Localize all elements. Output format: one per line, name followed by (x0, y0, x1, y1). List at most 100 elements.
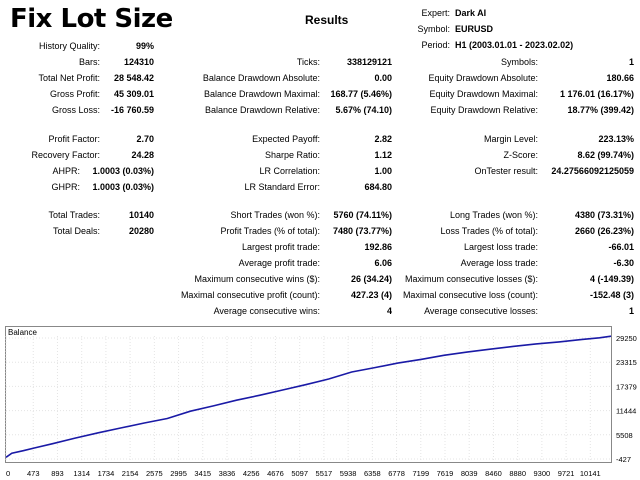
stat-value: 4380 (73.31%) (574, 210, 634, 220)
stat-value: 8.62 (99.74%) (577, 150, 634, 160)
results-heading: Results (305, 13, 349, 27)
stat-label: Profit Factor: (48, 134, 100, 144)
stat-value: 5760 (74.11%) (333, 210, 392, 220)
stat-label: OnTester result: (474, 166, 538, 176)
stat-label: Profit Trades (% of total): (220, 226, 320, 236)
stat-label: Recovery Factor: (31, 150, 100, 160)
x-tick-label: 6778 (388, 469, 405, 478)
stat-value: 28 548.42 (113, 73, 154, 83)
x-tick-label: 4256 (243, 469, 260, 478)
x-tick-label: 8880 (509, 469, 526, 478)
stat-value: 24.28 (131, 150, 154, 160)
stat-value: 5.67% (74.10) (335, 105, 392, 115)
stat-value: 4 (-149.39) (589, 274, 634, 284)
stat-label: AHPR: (52, 166, 80, 176)
stat-label: Maximal consecutive loss (count): (402, 290, 538, 300)
x-tick-label: 6358 (364, 469, 381, 478)
stat-label: GHPR: (51, 182, 80, 192)
stat-label: LR Standard Error: (244, 182, 320, 192)
stat-value: 0.00 (374, 73, 392, 83)
period-value: H1 (2003.01.01 - 2023.02.02) (455, 40, 574, 50)
x-tick-label: 1314 (73, 469, 90, 478)
stat-label: Average profit trade: (238, 258, 320, 268)
stat-label: Bars: (78, 57, 100, 67)
stat-label: Balance Drawdown Relative: (204, 105, 320, 115)
x-tick-label: 473 (27, 469, 40, 478)
stat-value: -16 760.59 (110, 105, 154, 115)
stat-value: 1.0003 (0.03%) (92, 182, 154, 192)
stat-label: Average consecutive wins: (213, 306, 320, 316)
stat-value: 24.27566092125059 (551, 166, 634, 176)
stat-label: Expected Payoff: (252, 134, 320, 144)
x-tick-label: 4676 (267, 469, 284, 478)
stat-label: Ticks: (296, 57, 320, 67)
stat-value: 684.80 (364, 182, 392, 192)
x-tick-label: 5097 (291, 469, 308, 478)
y-tick-label: 5508 (616, 431, 633, 440)
stat-value: -66.01 (608, 242, 634, 252)
stat-label: LR Correlation: (259, 166, 320, 176)
stat-label: Total Deals: (52, 226, 100, 236)
symbol-label: Symbol: (417, 24, 450, 34)
stat-value: 1 (628, 57, 634, 67)
stat-value: 45 309.01 (113, 89, 154, 99)
x-tick-label: 5517 (316, 469, 333, 478)
stat-value: 99% (135, 41, 154, 51)
expert-label: Expert: (421, 8, 450, 18)
stat-value: 168.77 (5.46%) (330, 89, 392, 99)
report-title: Fix Lot Size (10, 4, 173, 34)
x-tick-label: 3415 (194, 469, 211, 478)
x-tick-label: 7619 (437, 469, 454, 478)
stat-value: 1.12 (374, 150, 392, 160)
stat-label: Balance Drawdown Absolute: (202, 73, 320, 83)
stat-label: Z-Score: (503, 150, 538, 160)
stat-value: 124310 (123, 57, 154, 67)
expert-value: Dark AI (455, 8, 487, 18)
stat-value: 427.23 (4) (350, 290, 392, 300)
stat-label: Average consecutive losses: (424, 306, 538, 316)
stat-value: 1.00 (374, 166, 392, 176)
y-tick-label: -427 (616, 455, 631, 464)
stat-label: Maximum consecutive wins ($): (194, 274, 320, 284)
stat-label: Total Net Profit: (38, 73, 100, 83)
stat-value: 223.13% (598, 134, 634, 144)
y-tick-label: 17379 (616, 382, 637, 391)
stat-value: 18.77% (399.42) (567, 105, 634, 115)
stat-value: 6.06 (374, 258, 392, 268)
stat-label: Loss Trades (% of total): (440, 226, 538, 236)
x-tick-label: 9300 (534, 469, 551, 478)
stat-label: Margin Level: (483, 134, 538, 144)
stat-value: 1.0003 (0.03%) (92, 166, 154, 176)
x-tick-label: 2575 (146, 469, 163, 478)
stat-value: -6.30 (613, 258, 634, 268)
stat-value: 26 (34.24) (350, 274, 392, 284)
stat-value: 10140 (128, 210, 154, 220)
stat-value: 1 (628, 306, 634, 316)
stat-label: Symbols: (500, 57, 538, 67)
stat-value: 192.86 (364, 242, 392, 252)
stat-value: 7480 (73.77%) (332, 226, 392, 236)
stat-value: 20280 (128, 226, 154, 236)
y-tick-label: 11444 (616, 407, 636, 416)
stat-label: Balance Drawdown Maximal: (203, 89, 320, 99)
x-tick-label: 2995 (170, 469, 187, 478)
stat-label: Gross Loss: (51, 105, 100, 115)
stat-label: Average loss trade: (460, 258, 538, 268)
stat-label: Short Trades (won %): (230, 210, 320, 220)
stat-value: 338129121 (346, 57, 392, 67)
stat-value: 4 (386, 306, 392, 316)
stat-value: -152.48 (3) (589, 290, 634, 300)
x-tick-label: 8460 (485, 469, 502, 478)
x-tick-label: 2154 (122, 469, 139, 478)
stat-label: Long Trades (won %): (449, 210, 538, 220)
stat-label: Total Trades: (48, 210, 100, 220)
stat-label: Equity Drawdown Relative: (430, 105, 538, 115)
stat-label: Largest profit trade: (241, 242, 320, 252)
stat-label: Maximal consecutive profit (count): (180, 290, 320, 300)
stat-label: Maximum consecutive losses ($): (404, 274, 538, 284)
stat-label: Equity Drawdown Absolute: (428, 73, 538, 83)
stat-value: 180.66 (606, 73, 634, 83)
x-tick-label: 8039 (461, 469, 478, 478)
stat-value: 1 176.01 (16.17%) (559, 89, 634, 99)
chart-title: Balance (8, 328, 37, 337)
